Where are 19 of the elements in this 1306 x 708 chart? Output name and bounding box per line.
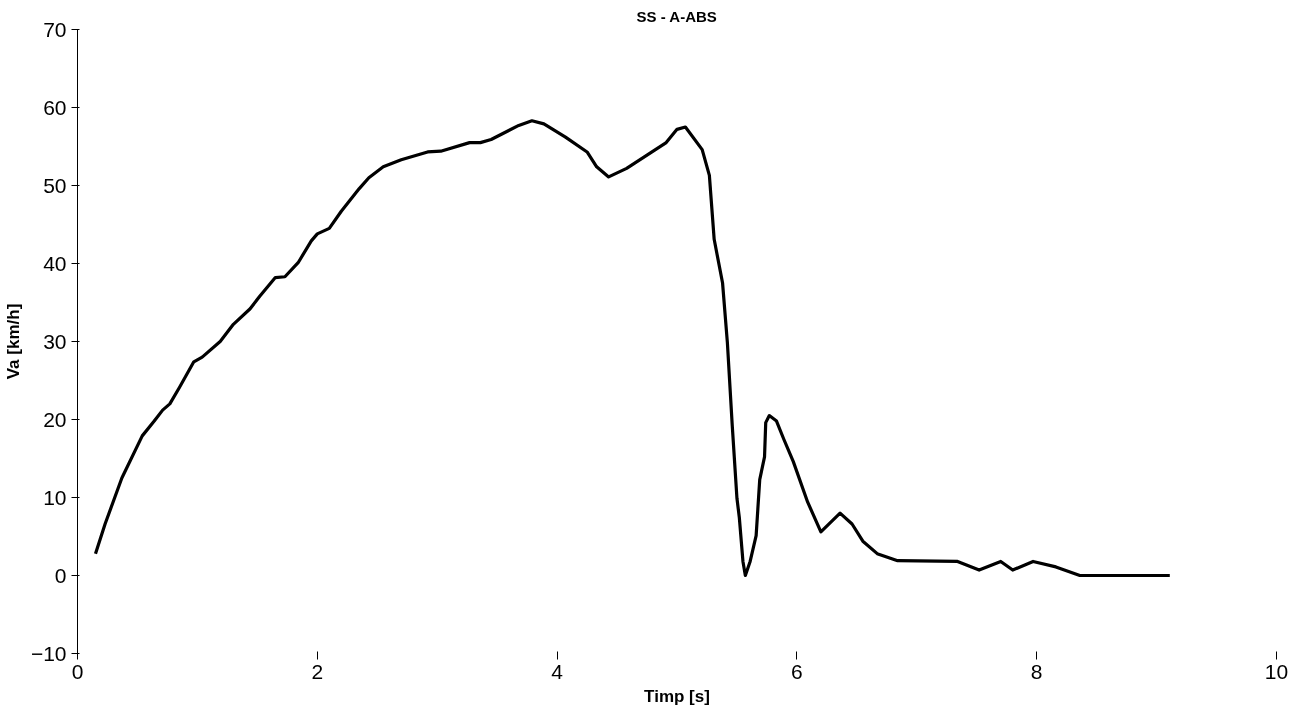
y-axis-title: Va [km/h] [3, 303, 23, 380]
x-tick-label: 2 [311, 659, 324, 683]
y-tick-label: 50 [43, 173, 67, 197]
y-tick-label: 60 [43, 95, 67, 119]
x-tick-label: 8 [1030, 659, 1043, 683]
x-tick-label: 6 [791, 659, 803, 683]
y-tick-label: 70 [43, 17, 67, 41]
y-tick-label: 30 [43, 329, 67, 353]
y-tick-label: 40 [43, 251, 67, 275]
x-tick-label: 4 [551, 659, 564, 683]
y-tick-label: −10 [30, 641, 67, 665]
line-series [93, 119, 1172, 578]
y-tick-label: 0 [54, 563, 67, 587]
y-tick-label: 20 [43, 407, 67, 431]
y-tick-label: 10 [43, 485, 67, 509]
x-axis-title: Timp [s] [644, 686, 710, 706]
x-tick-label: 0 [71, 659, 84, 683]
x-tick-label: 10 [1264, 659, 1289, 683]
chart-title: SS - A-ABS [636, 7, 717, 25]
